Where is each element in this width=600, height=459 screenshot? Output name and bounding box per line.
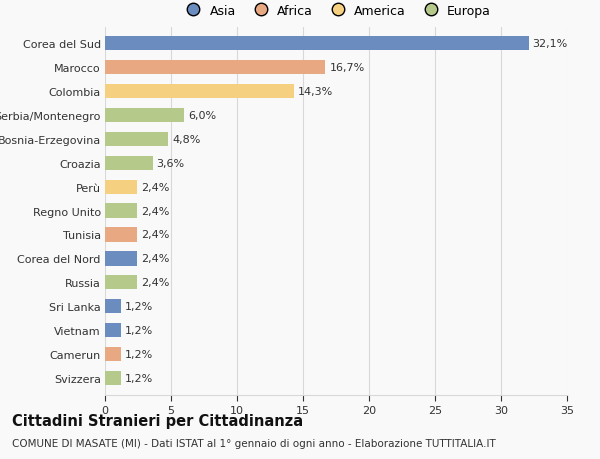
Bar [105,228,137,242]
Legend: Asia, Africa, America, Europa: Asia, Africa, America, Europa [181,5,491,17]
Bar [105,275,137,290]
Bar [105,37,529,51]
Text: 32,1%: 32,1% [533,39,568,49]
Text: 1,2%: 1,2% [125,349,153,359]
Text: 1,2%: 1,2% [125,325,153,336]
Bar [105,347,121,361]
Text: 2,4%: 2,4% [140,206,169,216]
Text: 3,6%: 3,6% [157,158,185,168]
Text: 6,0%: 6,0% [188,111,216,121]
Text: 2,4%: 2,4% [140,254,169,264]
Bar [105,323,121,337]
Text: 2,4%: 2,4% [140,278,169,288]
Bar [105,299,121,313]
Bar [105,61,325,75]
Bar [105,204,137,218]
Bar [105,133,169,147]
Bar [105,180,137,195]
Bar [105,371,121,385]
Text: 16,7%: 16,7% [329,63,365,73]
Text: Cittadini Stranieri per Cittadinanza: Cittadini Stranieri per Cittadinanza [12,413,303,428]
Text: 2,4%: 2,4% [140,230,169,240]
Text: 1,2%: 1,2% [125,302,153,312]
Text: 4,8%: 4,8% [172,134,200,145]
Bar [105,252,137,266]
Text: COMUNE DI MASATE (MI) - Dati ISTAT al 1° gennaio di ogni anno - Elaborazione TUT: COMUNE DI MASATE (MI) - Dati ISTAT al 1°… [12,438,496,448]
Text: 1,2%: 1,2% [125,373,153,383]
Text: 14,3%: 14,3% [298,87,333,97]
Bar [105,109,184,123]
Text: 2,4%: 2,4% [140,182,169,192]
Bar [105,157,152,171]
Bar [105,85,294,99]
